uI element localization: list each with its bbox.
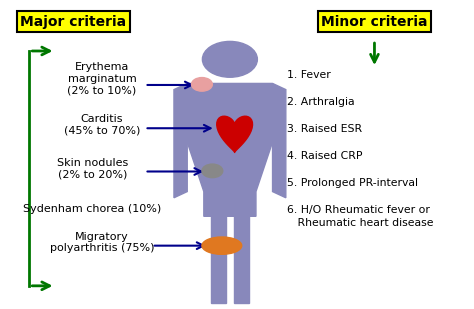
Text: Minor criteria: Minor criteria	[321, 15, 428, 29]
Text: Erythema
marginatum
(2% to 10%): Erythema marginatum (2% to 10%)	[67, 62, 137, 95]
Text: Skin nodules
(2% to 20%): Skin nodules (2% to 20%)	[57, 158, 128, 179]
Text: Sydenham chorea (10%): Sydenham chorea (10%)	[23, 204, 162, 214]
Text: 6. H/O Rheumatic fever or
   Rheumatic heart disease: 6. H/O Rheumatic fever or Rheumatic hear…	[287, 205, 433, 228]
Text: Migratory
polyarthritis (75%): Migratory polyarthritis (75%)	[50, 232, 154, 253]
Polygon shape	[217, 116, 253, 152]
Polygon shape	[187, 83, 273, 216]
Text: 1. Fever: 1. Fever	[287, 70, 330, 79]
Ellipse shape	[202, 237, 242, 254]
Circle shape	[202, 41, 257, 77]
Polygon shape	[234, 216, 249, 303]
Polygon shape	[174, 83, 187, 198]
Text: 2. Arthralgia: 2. Arthralgia	[287, 97, 355, 107]
Text: 4. Raised CRP: 4. Raised CRP	[287, 151, 362, 161]
Text: Carditis
(45% to 70%): Carditis (45% to 70%)	[64, 114, 140, 136]
Text: 5. Prolonged PR-interval: 5. Prolonged PR-interval	[287, 178, 418, 188]
Polygon shape	[211, 216, 226, 303]
Circle shape	[202, 164, 223, 178]
Text: 3. Raised ESR: 3. Raised ESR	[287, 124, 362, 134]
Polygon shape	[273, 83, 286, 198]
Text: Major criteria: Major criteria	[20, 15, 127, 29]
Circle shape	[191, 78, 212, 91]
